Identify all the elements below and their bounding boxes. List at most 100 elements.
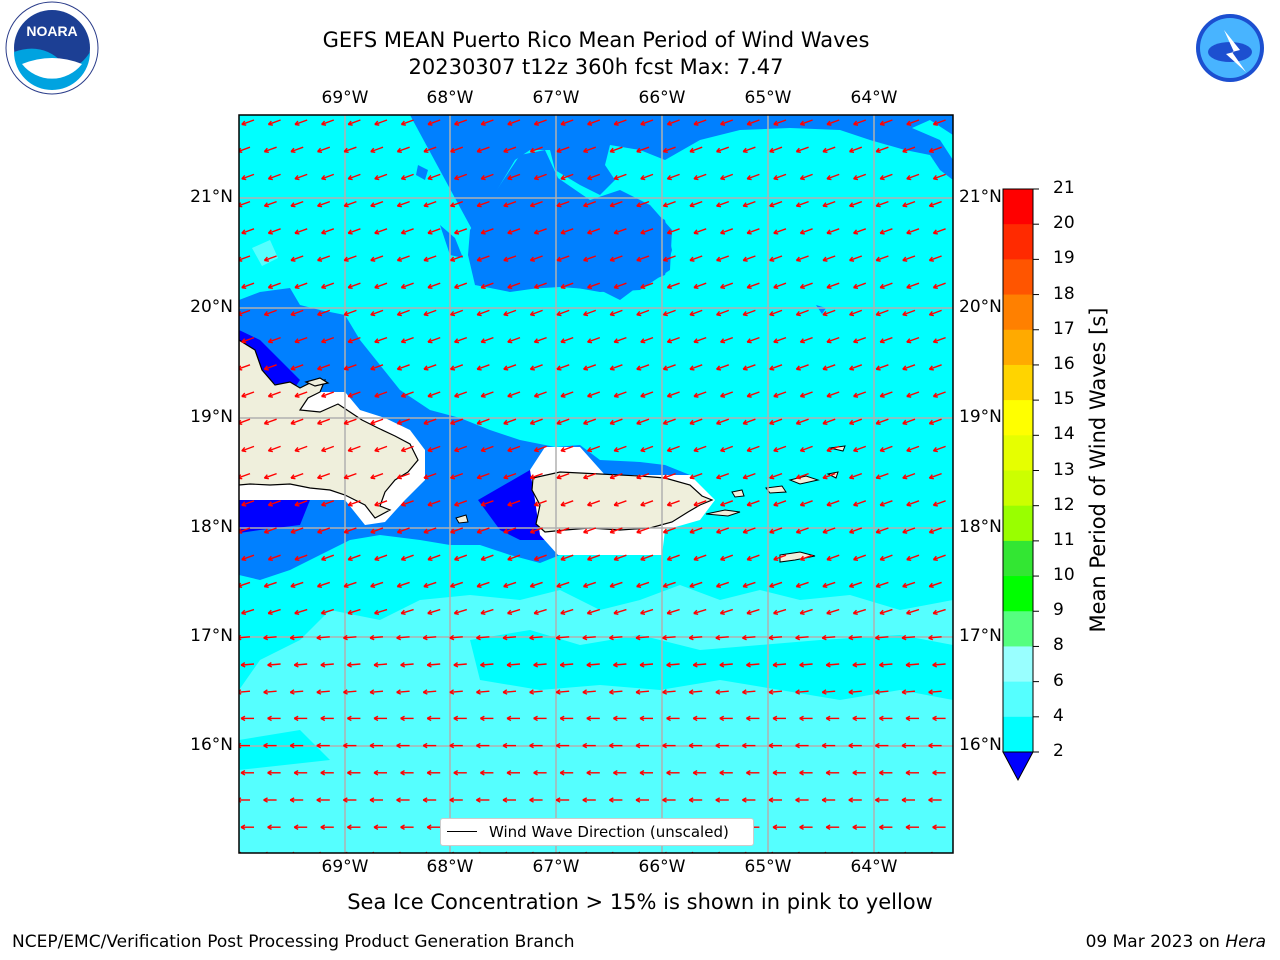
lon-label-top-69w: 69°W: [321, 88, 369, 108]
wave-arrow: [795, 309, 809, 317]
wave-arrow: [267, 173, 281, 181]
lon-label-top-65w: 65°W: [744, 88, 792, 108]
wave-arrow: [290, 581, 304, 589]
wave-arrow: [476, 472, 490, 480]
legend: Wind Wave Direction (unscaled): [440, 818, 754, 846]
wave-arrow: [263, 527, 277, 534]
lat-label-left-21n: 21°N: [190, 187, 233, 207]
wave-arrow: [533, 445, 547, 453]
wave-arrow: [343, 472, 357, 480]
colorbar-tick-label: 11: [1053, 529, 1075, 550]
wave-arrow: [932, 500, 946, 507]
wave-arrow: [826, 282, 840, 290]
wave-arrow: [716, 146, 730, 154]
wave-arrow: [263, 742, 277, 749]
wave-arrow: [613, 282, 627, 290]
wave-arrow: [932, 445, 946, 453]
wave-arrow: [613, 662, 627, 668]
wave-arrow: [583, 472, 597, 480]
wave-arrow: [852, 770, 866, 776]
wave-arrow: [427, 445, 441, 453]
wave-arrow: [502, 797, 516, 803]
wave-arrow: [848, 689, 862, 695]
wave-arrow: [294, 391, 308, 398]
wave-arrow: [533, 500, 547, 507]
wave-arrow: [423, 418, 437, 426]
wave-arrow: [529, 689, 543, 695]
wave-arrow: [693, 608, 707, 615]
wave-arrow: [875, 418, 889, 426]
wave-arrow: [263, 309, 277, 317]
period-2-4-patch-a: [440, 225, 463, 258]
wave-arrow: [640, 336, 654, 344]
wave-arrow: [582, 634, 596, 641]
lat-label-right-20n: 20°N: [959, 297, 1002, 317]
wave-arrow: [453, 608, 468, 615]
wave-arrow: [450, 309, 464, 317]
wave-arrow: [849, 200, 863, 208]
chart-subtitle: 20230307 t12z 360h fcst Max: 7.47: [408, 55, 784, 79]
wave-arrow: [746, 119, 760, 126]
wave-arrow: [932, 391, 946, 398]
wave-arrow: [587, 282, 601, 290]
wave-arrow: [263, 472, 277, 480]
wave-arrow: [450, 364, 464, 371]
wave-arrow: [772, 770, 786, 776]
wave-arrow: [720, 391, 734, 398]
wave-arrow: [507, 608, 521, 615]
wave-arrow: [902, 472, 916, 480]
wave-arrow: [826, 554, 840, 562]
wave-arrow: [795, 146, 809, 154]
wave-arrow: [450, 472, 464, 480]
wave-arrow: [583, 146, 597, 154]
wave-arrow: [636, 527, 650, 534]
wave-arrow: [769, 364, 783, 371]
wave-arrow: [560, 554, 574, 562]
wave-arrow: [742, 797, 756, 803]
wave-arrow: [613, 391, 627, 398]
wave-arrow: [560, 608, 574, 615]
wave-arrow: [343, 742, 357, 749]
lat-label-right-16n: 16°N: [959, 735, 1002, 755]
wave-arrow: [507, 173, 521, 181]
wave-arrow: [263, 689, 277, 695]
wave-arrow: [746, 554, 760, 562]
wave-arrow: [529, 634, 543, 641]
wave-arrow: [529, 742, 543, 749]
wave-arrow: [454, 228, 468, 235]
wave-arrow: [902, 527, 916, 534]
wave-arrow: [636, 200, 650, 208]
wave-arrow: [321, 336, 335, 344]
wave-arrow: [347, 282, 361, 290]
wave-arrow: [613, 500, 627, 507]
wave-arrow: [502, 634, 517, 641]
wave-arrow: [902, 418, 916, 426]
wave-arrow: [666, 336, 680, 344]
wave-arrow: [453, 662, 467, 668]
wave-arrow: [822, 527, 836, 534]
wave-arrow: [560, 336, 574, 344]
wave-arrow: [613, 119, 627, 126]
wave-arrow: [609, 797, 623, 803]
wave-arrow: [662, 527, 676, 534]
wave-arrow: [396, 418, 410, 426]
wave-arrow: [716, 364, 730, 371]
wave-arrow: [719, 715, 733, 722]
wave-arrow: [396, 364, 410, 371]
wave-arrow: [773, 228, 787, 235]
wave-arrow: [609, 527, 623, 534]
wave-arrow: [426, 824, 441, 830]
wave-arrow: [507, 282, 521, 290]
wave-arrow: [662, 634, 676, 641]
wave-arrow: [507, 119, 521, 126]
wave-arrow: [906, 554, 920, 562]
wave-arrow: [507, 336, 521, 344]
wave-arrow: [849, 418, 863, 426]
wave-arrow: [666, 500, 680, 507]
wave-arrow: [666, 445, 680, 453]
wave-arrow: [503, 418, 517, 426]
lat-label-right-21n: 21°N: [959, 187, 1002, 207]
wave-arrow: [267, 391, 281, 398]
period-4-6-patch-2: [239, 730, 330, 770]
